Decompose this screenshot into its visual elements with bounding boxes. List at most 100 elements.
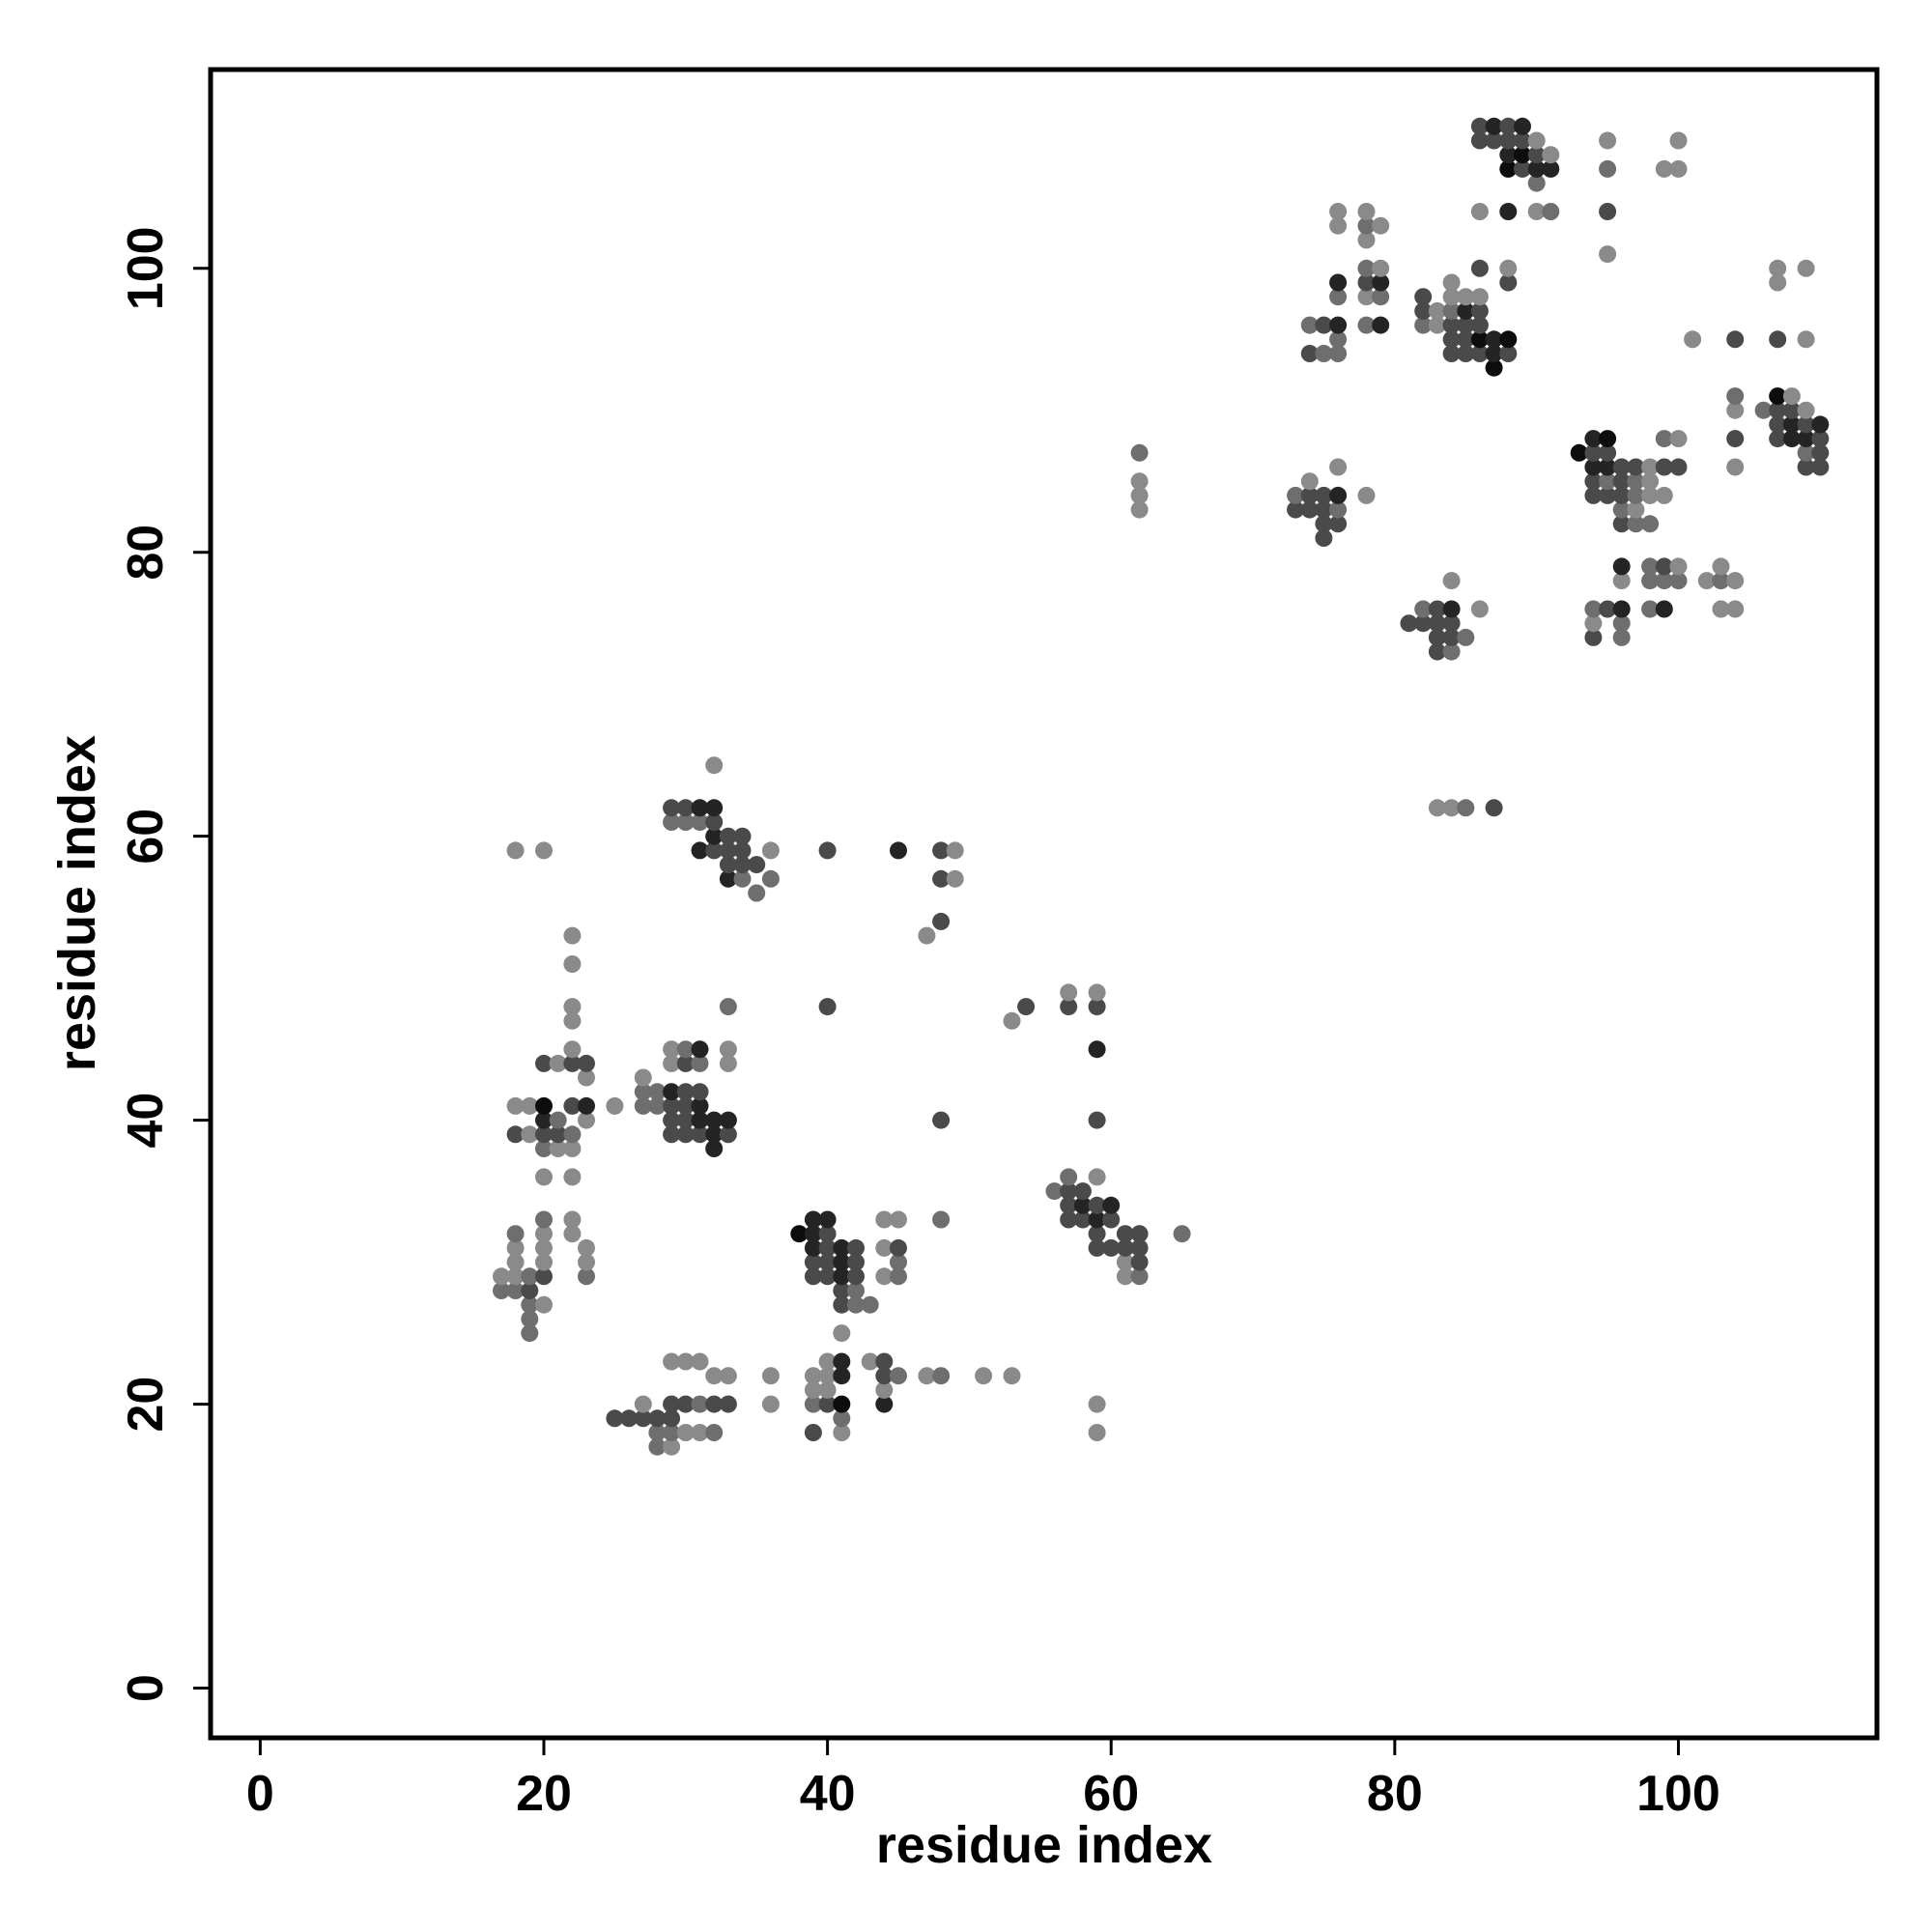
data-point (1655, 430, 1673, 448)
data-point (663, 1395, 681, 1413)
data-point (1315, 529, 1333, 547)
data-point (1130, 443, 1149, 462)
data-point (1584, 614, 1603, 633)
data-point (1782, 415, 1801, 434)
data-point (563, 1125, 582, 1144)
data-point (1514, 117, 1531, 135)
data-point (1315, 316, 1333, 334)
data-point (1612, 515, 1631, 533)
data-point (578, 1253, 595, 1271)
data-point (761, 869, 780, 888)
data-point (1641, 472, 1660, 491)
data-point (833, 1295, 851, 1314)
data-point (1655, 159, 1673, 178)
data-point (1372, 273, 1390, 292)
data-point (535, 1096, 553, 1115)
data-point (535, 1140, 553, 1157)
data-point (676, 1083, 695, 1101)
data-point (1612, 458, 1631, 476)
data-point (1599, 203, 1617, 220)
data-point (549, 1054, 567, 1072)
y-tick-label: 40 (118, 1093, 174, 1149)
data-point (847, 1267, 865, 1286)
data-point (818, 1238, 837, 1257)
y-tick-label: 100 (118, 226, 174, 310)
data-point (1442, 345, 1461, 362)
data-point (1797, 401, 1815, 419)
data-point (535, 1295, 553, 1314)
data-point (1470, 259, 1489, 277)
data-point (818, 998, 837, 1016)
data-point (719, 1395, 737, 1413)
data-point (1797, 458, 1815, 476)
data-point (1442, 642, 1461, 661)
data-point (890, 1210, 907, 1229)
data-point (1655, 486, 1673, 504)
data-point (1329, 330, 1348, 349)
data-point (1428, 628, 1446, 646)
data-point (890, 841, 907, 860)
data-point (719, 1111, 737, 1129)
data-point (705, 799, 724, 817)
data-point (663, 799, 681, 817)
data-point (1102, 1210, 1121, 1229)
data-point (1102, 1238, 1121, 1257)
data-point (1499, 131, 1518, 150)
data-point (535, 1111, 553, 1129)
data-point (1641, 515, 1660, 533)
data-point (818, 1395, 837, 1413)
data-point (804, 1210, 822, 1229)
data-point (1612, 600, 1631, 618)
data-point (1428, 600, 1446, 618)
data-point (1470, 288, 1489, 306)
x-axis-title: residue index (876, 1816, 1212, 1874)
data-point (663, 1437, 681, 1456)
data-point (1769, 430, 1787, 448)
data-point (676, 1096, 695, 1115)
data-point (833, 1352, 851, 1371)
data-point (804, 1395, 822, 1413)
data-point (833, 1367, 851, 1385)
data-point (1442, 572, 1461, 590)
data-point (1457, 301, 1475, 320)
data-point (663, 1424, 681, 1441)
data-point (804, 1225, 822, 1243)
data-point (676, 813, 695, 831)
data-point (946, 869, 964, 888)
data-point (1712, 572, 1730, 590)
data-point (705, 1367, 724, 1385)
data-point (890, 1267, 907, 1286)
data-point (1102, 1196, 1121, 1214)
data-point (691, 1096, 709, 1115)
data-point (1514, 146, 1531, 164)
data-point (521, 1310, 539, 1328)
data-point (1499, 345, 1518, 362)
x-tick-label: 20 (516, 1766, 572, 1822)
data-point (521, 1267, 539, 1286)
data-point (748, 856, 766, 874)
data-point (1599, 443, 1617, 462)
data-point (833, 1409, 851, 1428)
data-point (634, 1068, 652, 1087)
data-point (1499, 159, 1518, 178)
data-point (1797, 430, 1815, 448)
data-point (663, 1111, 681, 1129)
data-point (521, 1324, 539, 1343)
data-point (1499, 117, 1518, 135)
data-point (1655, 557, 1673, 576)
data-point (493, 1267, 510, 1286)
data-point (578, 1096, 595, 1115)
data-point (1542, 146, 1560, 164)
data-point (1357, 203, 1376, 220)
data-point (1769, 259, 1787, 277)
data-point (804, 1367, 822, 1385)
data-point (1514, 159, 1531, 178)
data-point (719, 827, 737, 845)
data-point (1584, 443, 1603, 462)
data-point (818, 1367, 837, 1385)
data-point (1372, 316, 1390, 334)
data-point (875, 1367, 894, 1385)
data-point (1329, 345, 1348, 362)
data-point (932, 912, 951, 930)
data-point (1442, 330, 1461, 349)
